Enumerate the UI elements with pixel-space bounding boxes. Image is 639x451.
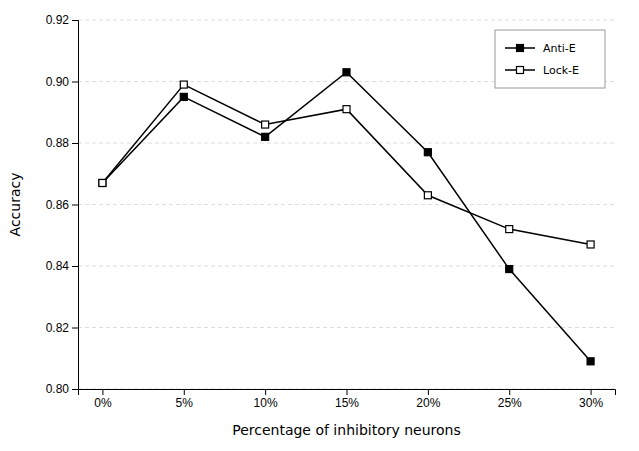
marker	[506, 266, 513, 273]
tick-label: 0.86	[46, 198, 70, 212]
grid-line	[78, 20, 615, 21]
y-axis: 0.80 0.82 0.84 0.86 0.88 0.90 0.92	[46, 13, 79, 396]
tick-label: 0.88	[46, 136, 70, 150]
tick-mark	[72, 205, 78, 206]
plot: 0%5%10%15%20%25%30%0.800.820.840.860.880…	[46, 13, 616, 409]
marker	[99, 179, 106, 186]
series-area	[99, 69, 594, 365]
tick-mark	[72, 266, 78, 267]
marker	[262, 133, 269, 140]
tick: 20%	[416, 389, 440, 410]
series	[99, 81, 594, 248]
x-axis: 0% 5% 10% 15% 20% 25% 30%	[79, 389, 616, 410]
tick-label: 0.80	[46, 382, 70, 396]
tick-mark	[72, 389, 78, 390]
series	[99, 69, 594, 365]
tick: 0.88	[46, 136, 78, 150]
legend-item: Anti-E	[505, 42, 576, 55]
marker	[506, 226, 513, 233]
marker	[180, 93, 187, 100]
tick-mark	[265, 389, 266, 395]
marker	[587, 241, 594, 248]
tick-label: 0.92	[46, 13, 70, 27]
legend-item: Lock-E	[505, 64, 579, 77]
tick-label: 0%	[94, 396, 112, 410]
tick: 25%	[498, 389, 522, 410]
x-axis-title: Percentage of inhibitory neurons	[232, 422, 461, 438]
tick: 30%	[579, 389, 603, 410]
marker	[587, 358, 594, 365]
marker	[343, 69, 350, 76]
y-axis-title: Accuracy	[7, 173, 23, 237]
marker	[343, 106, 350, 113]
tick-label: 25%	[498, 396, 522, 410]
legend-marker	[517, 67, 524, 74]
tick-label: 0.82	[46, 321, 70, 335]
axis-line	[72, 21, 79, 390]
legend-label: Anti-E	[543, 42, 576, 55]
grid	[78, 20, 615, 389]
chart: 0%5%10%15%20%25%30%0.800.820.840.860.880…	[0, 0, 639, 451]
tick: 10%	[254, 389, 278, 410]
line	[102, 85, 590, 245]
tick-mark	[184, 389, 185, 395]
tick-mark	[72, 20, 78, 21]
marker	[424, 149, 431, 156]
marker	[180, 81, 187, 88]
legend-marker	[517, 45, 524, 52]
tick-label: 0.84	[46, 259, 70, 273]
tick: 15%	[335, 389, 359, 410]
tick-mark	[72, 143, 78, 144]
tick: 0.86	[46, 198, 78, 212]
tick: 0.92	[46, 13, 78, 27]
marker	[424, 192, 431, 199]
tick: 0.90	[46, 75, 78, 89]
legend-label: Lock-E	[543, 64, 579, 77]
tick-mark	[509, 389, 510, 395]
tick-label: 0.90	[46, 75, 70, 89]
marker	[99, 179, 106, 186]
axis-line	[79, 390, 616, 396]
marker	[262, 121, 269, 128]
tick-mark	[102, 389, 103, 395]
line	[102, 72, 590, 361]
tick-label: 5%	[176, 396, 194, 410]
grid-line	[78, 266, 615, 267]
grid-line	[78, 327, 615, 328]
tick: 0.84	[46, 259, 78, 273]
legend-frame	[495, 30, 605, 88]
tick-mark	[72, 328, 78, 329]
tick-mark	[591, 389, 592, 395]
grid-line	[78, 204, 615, 205]
tick-label: 15%	[335, 396, 359, 410]
tick-label: 20%	[416, 396, 440, 410]
tick-mark	[347, 389, 348, 395]
tick: 0%	[94, 389, 112, 410]
tick-mark	[72, 82, 78, 83]
tick-label: 10%	[254, 396, 278, 410]
legend: Anti-E Lock-E	[495, 30, 605, 88]
tick: 0.80	[46, 382, 78, 396]
tick: 5%	[176, 389, 194, 410]
tick-mark	[428, 389, 429, 395]
grid-line	[78, 143, 615, 144]
tick-label: 30%	[579, 396, 603, 410]
tick: 0.82	[46, 321, 78, 335]
